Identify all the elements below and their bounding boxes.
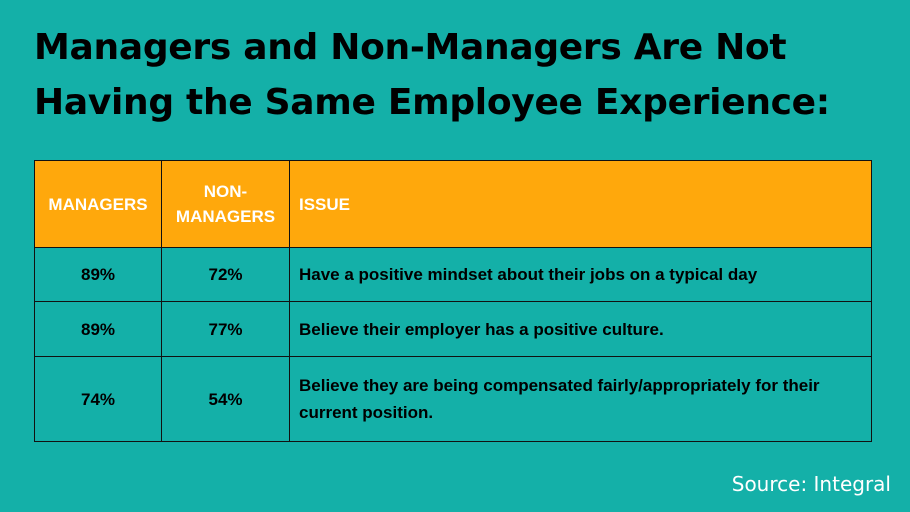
non-managers-value: 72%	[161, 247, 290, 302]
non-managers-value: 77%	[161, 301, 290, 357]
table-row: 74% 54% Believe they are being compensat…	[34, 356, 872, 442]
comparison-table: MANAGERS NON- MANAGERS ISSUE 89% 72% Hav…	[34, 160, 872, 442]
issue-text: Believe their employer has a positive cu…	[289, 301, 872, 357]
table-row: 89% 77% Believe their employer has a pos…	[34, 301, 872, 357]
managers-value: 74%	[34, 356, 162, 442]
source-credit: Source: Integral	[731, 472, 891, 496]
header-managers: MANAGERS	[34, 160, 162, 248]
page-title: Managers and Non-Managers Are Not Having…	[34, 20, 884, 130]
non-managers-value: 54%	[161, 356, 290, 442]
header-issue: ISSUE	[289, 160, 872, 248]
header-non-managers: NON- MANAGERS	[161, 160, 290, 248]
title-line-2: Having the Same Employee Experience:	[34, 82, 830, 123]
header-non-managers-label: NON- MANAGERS	[175, 182, 276, 226]
managers-value: 89%	[34, 247, 162, 302]
table-header-row: MANAGERS NON- MANAGERS ISSUE	[34, 160, 872, 248]
table-row: 89% 72% Have a positive mindset about th…	[34, 247, 872, 302]
managers-value: 89%	[34, 301, 162, 357]
issue-text: Believe they are being compensated fairl…	[289, 356, 872, 442]
issue-text: Have a positive mindset about their jobs…	[289, 247, 872, 302]
title-line-1: Managers and Non-Managers Are Not	[34, 27, 787, 68]
